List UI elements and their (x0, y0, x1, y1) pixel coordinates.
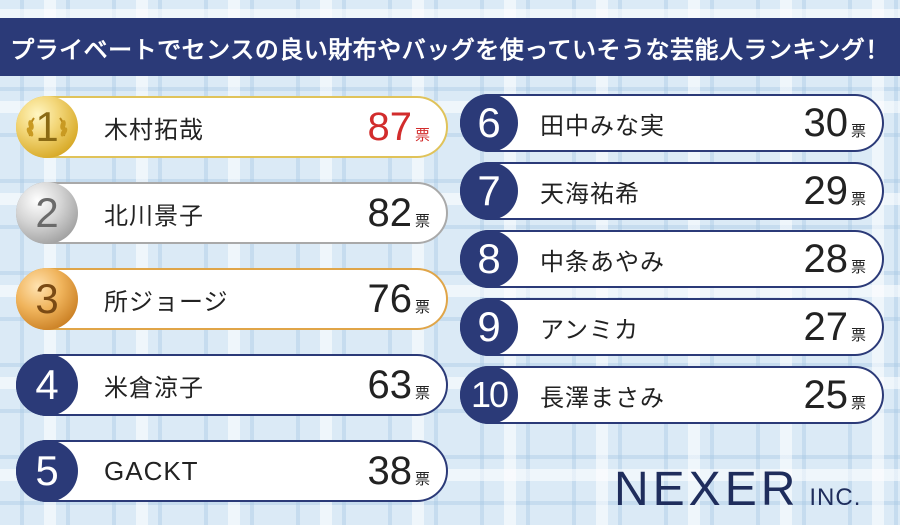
vote-unit: 票 (414, 383, 430, 402)
vote-number: 82 (367, 190, 412, 235)
celebrity-name: 田中みな実 (540, 111, 665, 140)
rank-number: 3 (35, 275, 59, 322)
vote-unit: 票 (850, 393, 866, 412)
rank-badge: 5 (16, 440, 78, 502)
vote-number: 29 (803, 168, 848, 213)
ranking-row-5: 5 GACKT 38 票 (16, 440, 448, 502)
gold-medal-icon: 1 (16, 96, 78, 158)
celebrity-name: アンミカ (540, 315, 640, 344)
vote-count: 25 票 (803, 368, 866, 422)
rank-badge: 9 (460, 298, 518, 356)
vote-number: 87 (367, 104, 412, 149)
celebrity-name: 長澤まさみ (540, 383, 665, 412)
vote-unit: 票 (850, 325, 866, 344)
rank-number: 7 (477, 167, 501, 214)
vote-count: 82 票 (367, 184, 430, 242)
logo-wordmark: NEXER (614, 463, 800, 516)
vote-count: 76 票 (367, 270, 430, 328)
rank-badge: 7 (460, 162, 518, 220)
rank-number: 5 (35, 447, 59, 494)
silver-medal-icon: 2 (16, 182, 78, 244)
celebrity-name: 天海祐希 (540, 179, 640, 208)
vote-number: 63 (367, 362, 412, 407)
vote-unit: 票 (414, 125, 430, 144)
rank-number: 10 (470, 374, 509, 415)
vote-count: 63 票 (367, 356, 430, 414)
celebrity-name: 北川景子 (104, 201, 204, 230)
ranking-title-banner: プライベートでセンスの良い財布やバッグを使っていそうな芸能人ランキング！ (0, 18, 900, 76)
celebrity-name: 木村拓哉 (104, 115, 204, 144)
rank-badge: 4 (16, 354, 78, 416)
rank-number: 2 (35, 189, 59, 236)
ranking-row-4: 4 米倉涼子 63 票 (16, 354, 448, 416)
vote-count: 27 票 (803, 300, 866, 354)
vote-count: 87 票 (367, 98, 430, 156)
ranking-row-8: 8 中条あやみ 28 票 (460, 230, 884, 288)
vote-number: 38 (367, 448, 412, 493)
laurel-icon (26, 117, 68, 137)
vote-number: 25 (803, 372, 848, 417)
ranking-row-3: 3 所ジョージ 76 票 (16, 268, 448, 330)
ranking-title: プライベートでセンスの良い財布やバッグを使っていそうな芸能人ランキング！ (10, 35, 890, 64)
vote-number: 30 (803, 100, 848, 145)
celebrity-name: 米倉涼子 (104, 373, 204, 402)
rank-badge: 10 (460, 366, 518, 424)
vote-count: 29 票 (803, 164, 866, 218)
rank-number: 4 (35, 361, 59, 408)
ranking-row-10: 10 長澤まさみ 25 票 (460, 366, 884, 424)
celebrity-name: 所ジョージ (104, 287, 229, 316)
ranking-row-7: 7 天海祐希 29 票 (460, 162, 884, 220)
ranking-row-9: 9 アンミカ 27 票 (460, 298, 884, 356)
vote-unit: 票 (850, 257, 866, 276)
rank-number: 8 (477, 235, 501, 282)
vote-unit: 票 (414, 469, 430, 488)
celebrity-name: GACKT (104, 455, 199, 486)
rank-number: 6 (477, 99, 501, 146)
ranking-row-2: 2 北川景子 82 票 (16, 182, 448, 244)
rank-number: 1 (35, 103, 59, 150)
vote-count: 38 票 (367, 442, 430, 500)
vote-unit: 票 (414, 297, 430, 316)
vote-unit: 票 (850, 189, 866, 208)
rank-number: 9 (477, 303, 501, 350)
celebrity-name: 中条あやみ (540, 247, 665, 276)
vote-number: 76 (367, 276, 412, 321)
ranking-row-1: 1 木村拓哉 87 票 (16, 96, 448, 158)
vote-count: 30 票 (803, 96, 866, 150)
rank-badge: 6 (460, 94, 518, 152)
vote-unit: 票 (850, 121, 866, 140)
vote-count: 28 票 (803, 232, 866, 286)
logo-suffix: INC. (809, 484, 862, 511)
company-logo: NEXER INC. (614, 462, 861, 517)
vote-number: 28 (803, 236, 848, 281)
vote-unit: 票 (414, 211, 430, 230)
ranking-row-6: 6 田中みな実 30 票 (460, 94, 884, 152)
vote-number: 27 (803, 304, 848, 349)
bronze-medal-icon: 3 (16, 268, 78, 330)
rank-badge: 8 (460, 230, 518, 288)
